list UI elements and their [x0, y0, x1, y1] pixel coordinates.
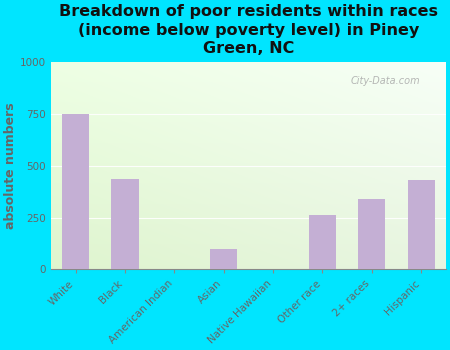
Bar — [358, 199, 385, 270]
Text: City-Data.com: City-Data.com — [351, 76, 421, 86]
Bar — [309, 216, 336, 270]
Bar — [62, 114, 89, 270]
Bar — [112, 179, 139, 270]
Y-axis label: absolute numbers: absolute numbers — [4, 102, 17, 229]
Bar — [408, 180, 435, 270]
Title: Breakdown of poor residents within races
(income below poverty level) in Piney
G: Breakdown of poor residents within races… — [59, 4, 438, 56]
Bar — [210, 249, 237, 270]
